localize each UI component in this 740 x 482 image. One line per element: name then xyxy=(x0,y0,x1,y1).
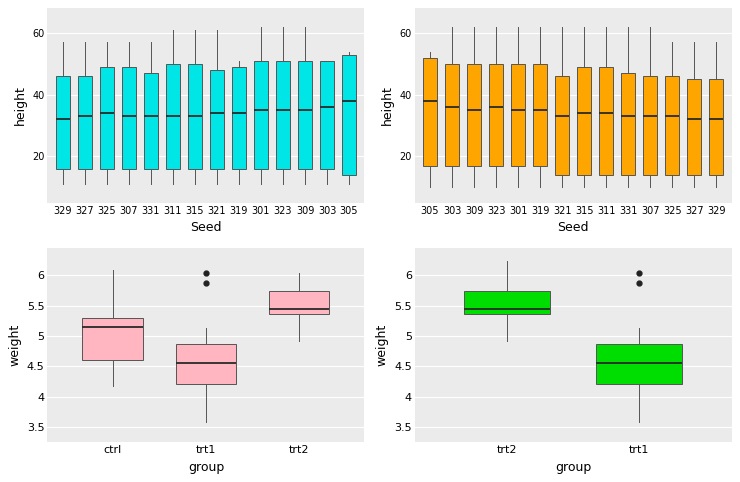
X-axis label: group: group xyxy=(188,461,224,474)
PathPatch shape xyxy=(643,76,657,175)
PathPatch shape xyxy=(269,291,329,314)
PathPatch shape xyxy=(175,344,236,384)
PathPatch shape xyxy=(709,80,724,175)
X-axis label: Seed: Seed xyxy=(557,221,589,234)
PathPatch shape xyxy=(599,67,613,175)
PathPatch shape xyxy=(297,61,312,169)
Y-axis label: height: height xyxy=(14,86,27,125)
PathPatch shape xyxy=(232,67,246,169)
PathPatch shape xyxy=(445,64,460,166)
PathPatch shape xyxy=(533,64,548,166)
Y-axis label: weight: weight xyxy=(8,324,21,366)
PathPatch shape xyxy=(209,70,224,169)
PathPatch shape xyxy=(489,64,503,166)
PathPatch shape xyxy=(511,64,525,166)
PathPatch shape xyxy=(166,64,180,169)
PathPatch shape xyxy=(56,76,70,169)
PathPatch shape xyxy=(621,73,636,175)
Y-axis label: height: height xyxy=(381,86,394,125)
PathPatch shape xyxy=(82,319,143,361)
PathPatch shape xyxy=(188,64,202,169)
PathPatch shape xyxy=(144,73,158,169)
X-axis label: group: group xyxy=(555,461,591,474)
PathPatch shape xyxy=(320,61,334,169)
PathPatch shape xyxy=(467,64,481,166)
PathPatch shape xyxy=(464,291,550,314)
PathPatch shape xyxy=(687,80,702,175)
PathPatch shape xyxy=(665,76,679,175)
PathPatch shape xyxy=(596,344,682,384)
X-axis label: Seed: Seed xyxy=(190,221,222,234)
PathPatch shape xyxy=(100,67,114,169)
PathPatch shape xyxy=(78,76,92,169)
Y-axis label: weight: weight xyxy=(376,324,388,366)
PathPatch shape xyxy=(276,61,290,169)
PathPatch shape xyxy=(423,58,437,166)
PathPatch shape xyxy=(254,61,268,169)
PathPatch shape xyxy=(577,67,591,175)
PathPatch shape xyxy=(342,54,356,175)
PathPatch shape xyxy=(121,67,136,169)
PathPatch shape xyxy=(555,76,569,175)
